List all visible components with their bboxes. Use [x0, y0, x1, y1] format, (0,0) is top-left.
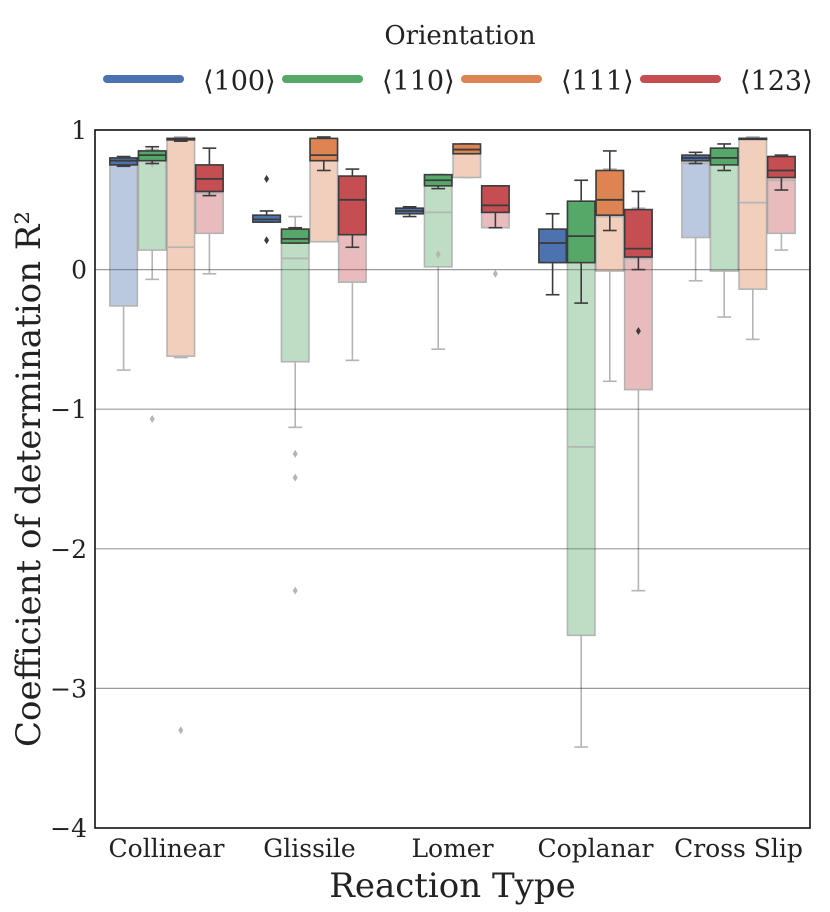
box-iqr: [538, 228, 568, 264]
box-iqr: [766, 155, 796, 179]
solid-box: [137, 145, 167, 165]
x-tick-label: Cross Slip: [674, 834, 803, 863]
box-iqr: [337, 175, 367, 236]
faded-boxes: [109, 136, 796, 748]
solid-box: [538, 212, 568, 296]
x-tick-label: Coplanar: [537, 834, 653, 863]
y-tick-label: 1: [71, 116, 87, 145]
solid-box: [252, 174, 282, 245]
box-iqr: [480, 185, 510, 214]
box-iqr: [309, 137, 339, 162]
legend-item: ⟨100⟩: [103, 66, 276, 97]
outlier-point: [292, 449, 298, 458]
solid-box: [709, 143, 739, 172]
solid-box: [681, 151, 711, 165]
y-tick-label: 0: [71, 256, 87, 285]
box-iqr: [709, 157, 739, 272]
solid-box: [738, 137, 768, 141]
solid-box: [166, 137, 196, 142]
solid-box: [337, 168, 367, 249]
box-iqr: [595, 169, 625, 216]
outlier-point: [149, 414, 155, 423]
legend-item: ⟨111⟩: [461, 66, 634, 97]
faded-box: [109, 158, 139, 371]
plot-frame: [94, 129, 811, 829]
faded-box: [166, 136, 196, 735]
box-iqr: [566, 200, 596, 264]
solid-box: [109, 155, 139, 168]
outlier-point: [292, 473, 298, 482]
y-tick-label: −2: [50, 535, 87, 564]
box-iqr: [623, 208, 653, 258]
y-tick-label: −4: [50, 814, 87, 843]
solid-box: [395, 205, 425, 218]
legend-label: ⟨100⟩: [203, 66, 276, 97]
x-axis-title: Reaction Type: [329, 866, 576, 906]
outlier-point: [492, 269, 498, 278]
legend-label: ⟨111⟩: [561, 66, 634, 97]
solid-box: [595, 150, 625, 232]
y-tick-label: −1: [50, 395, 87, 424]
box-iqr: [280, 232, 310, 363]
solid-box: [480, 185, 510, 229]
outlier-point: [178, 726, 184, 735]
x-tick-label: Glissile: [263, 834, 355, 863]
legend-label: ⟨110⟩: [382, 66, 455, 97]
legend-label: ⟨123⟩: [740, 66, 813, 97]
grid-lines: [95, 269, 810, 690]
legend-title: Orientation: [384, 21, 536, 51]
solid-box: [623, 190, 653, 336]
outlier-point: [264, 174, 270, 183]
outlier-point: [435, 250, 441, 259]
outlier-point: [292, 586, 298, 595]
solid-box: [452, 143, 482, 155]
x-tick-label: Collinear: [109, 834, 225, 863]
solid-box: [280, 226, 310, 244]
solid-box: [766, 154, 796, 191]
solid-box: [423, 173, 453, 190]
legend-item: ⟨110⟩: [282, 66, 455, 97]
solid-box: [194, 147, 224, 197]
outlier-point: [264, 236, 270, 245]
faded-box: [681, 157, 711, 282]
solid-box: [566, 179, 596, 304]
box-iqr: [681, 158, 711, 239]
x-tick-label: Lomer: [411, 834, 493, 863]
faded-box: [423, 175, 453, 350]
box-iqr: [280, 228, 310, 244]
solid-boxes: [109, 136, 796, 336]
y-axis-title: Coefficient of determination R²: [9, 211, 49, 747]
box-iqr: [738, 137, 768, 290]
faded-box: [137, 148, 167, 423]
y-tick-labels: 1 0 −1 −2 −3 −4: [50, 116, 87, 843]
solid-box: [309, 136, 339, 172]
faded-box: [738, 136, 768, 341]
legend-item: ⟨123⟩: [640, 66, 813, 97]
box-iqr: [109, 159, 139, 307]
x-tick-labels: Collinear Glissile Lomer Coplanar Cross Slip: [109, 834, 803, 863]
faded-box: [709, 155, 739, 318]
faded-box: [194, 185, 224, 275]
outlier-point: [635, 327, 641, 336]
legend: Orientation ⟨100⟩ ⟨110⟩ ⟨111⟩ ⟨123⟩: [103, 21, 813, 97]
faded-box: [280, 215, 310, 595]
y-tick-label: −3: [50, 674, 87, 703]
box-iqr: [709, 147, 739, 166]
